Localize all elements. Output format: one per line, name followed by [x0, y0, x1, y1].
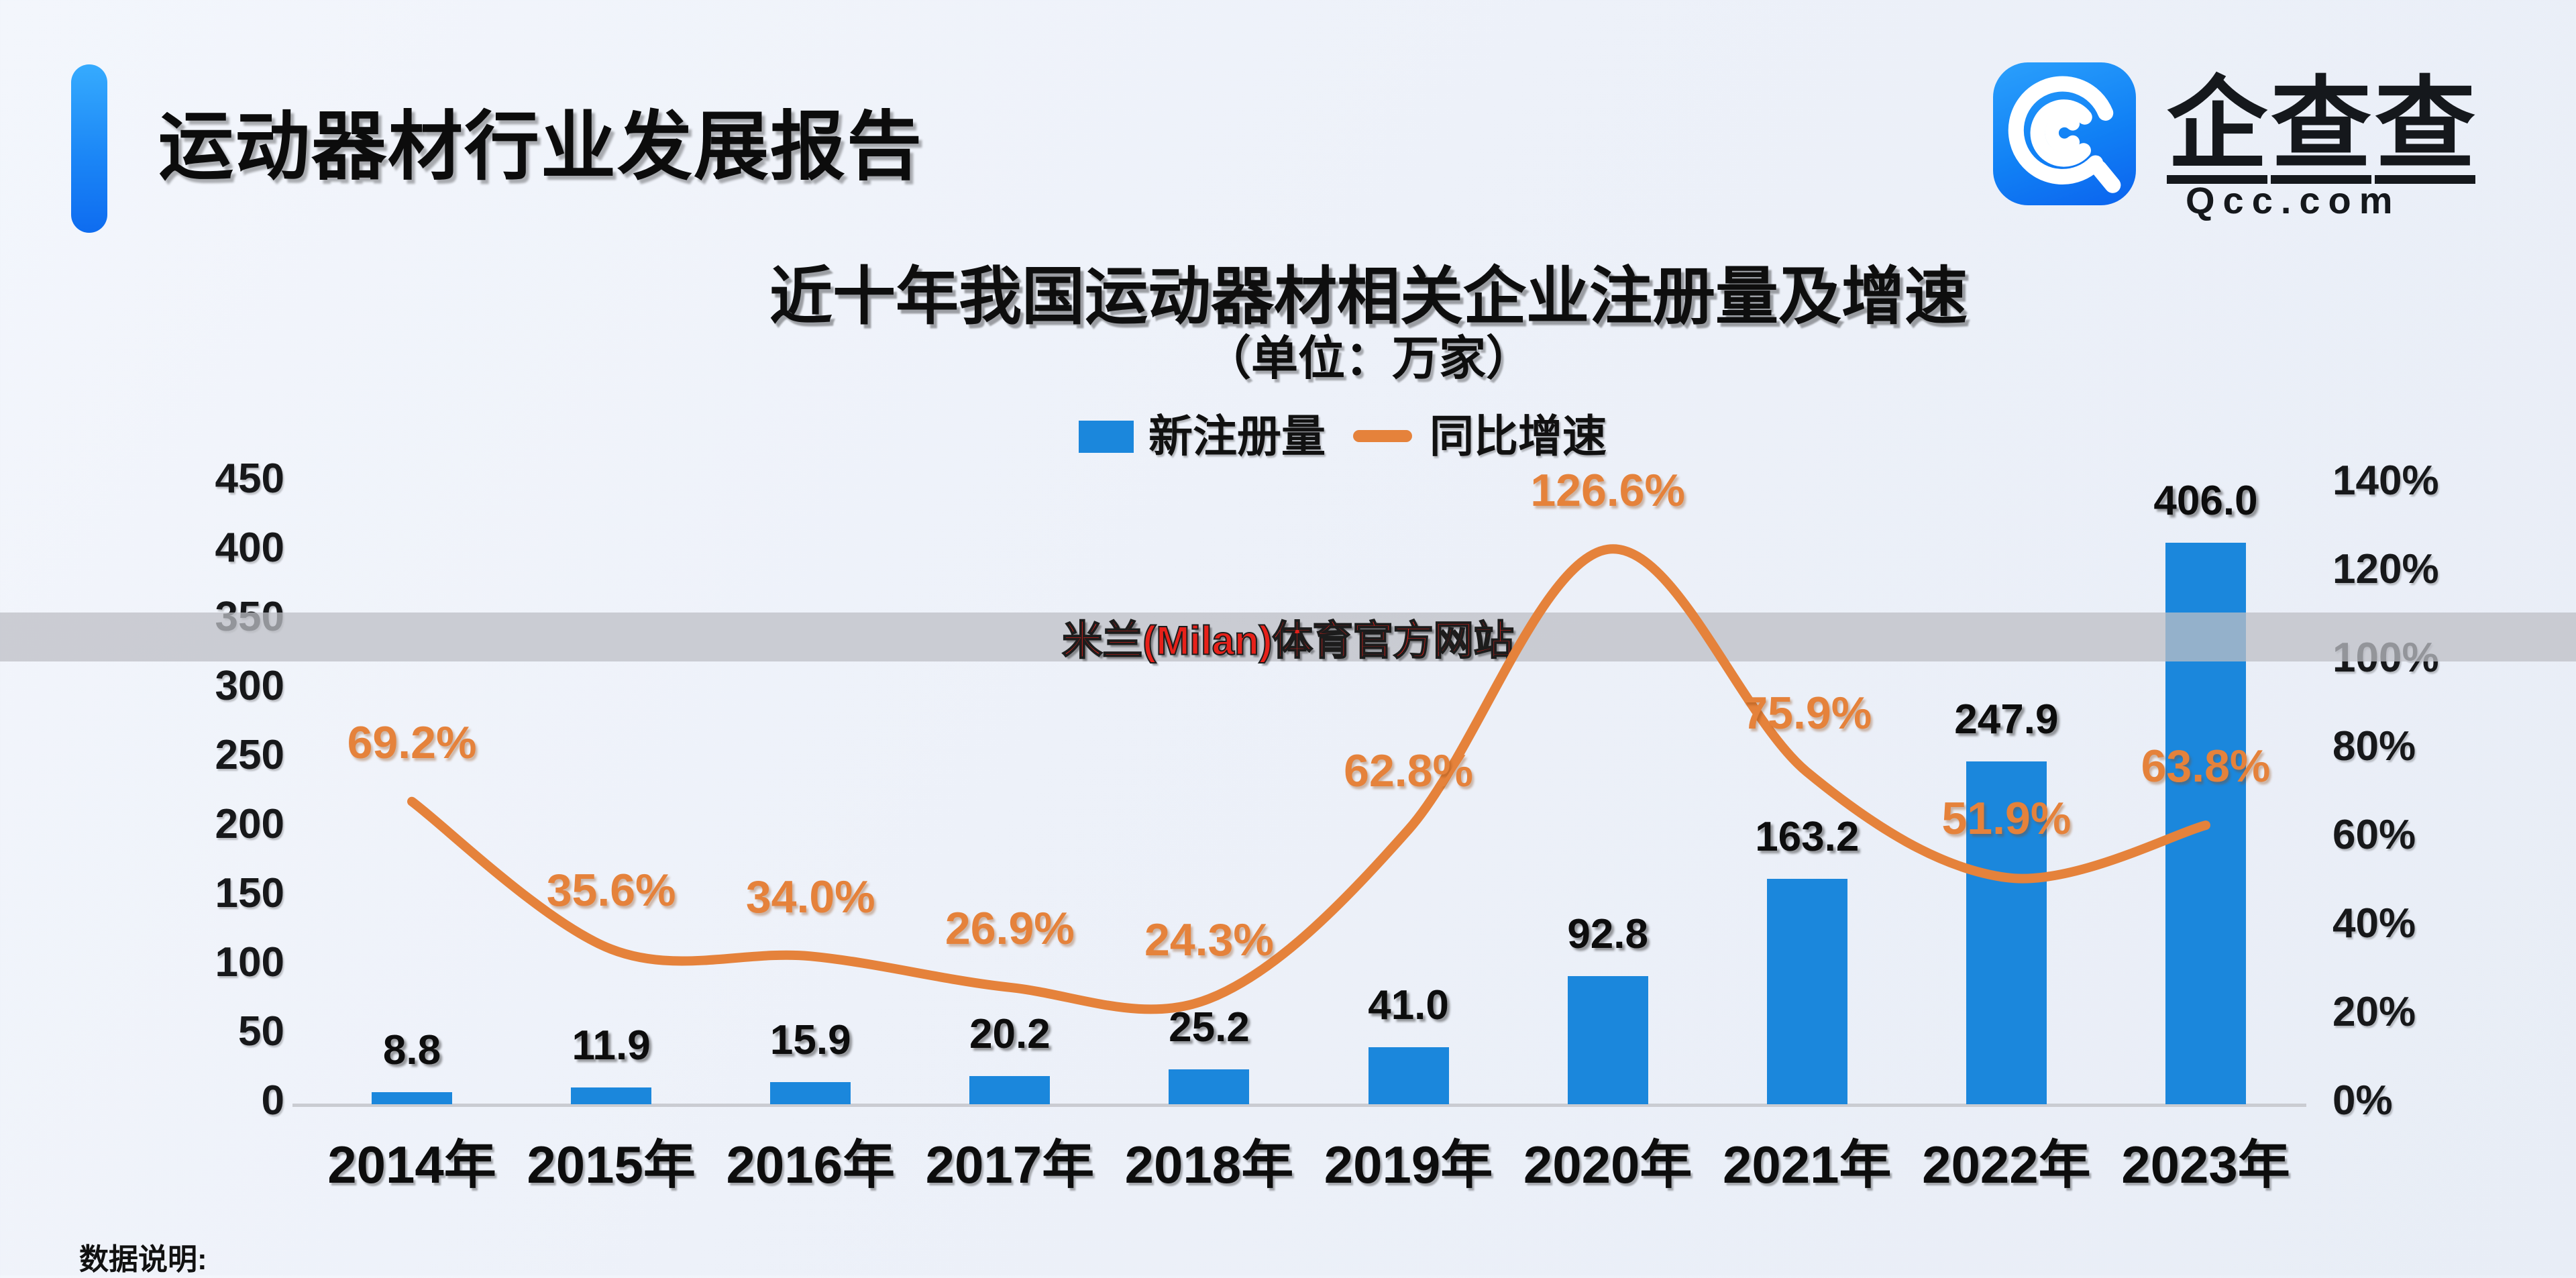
growth-pct-label: 62.8% — [1344, 745, 1473, 796]
growth-pct-label: 69.2% — [347, 716, 477, 768]
growth-pct-label: 75.9% — [1742, 687, 1872, 739]
y-axis-left-tick: 250 — [215, 731, 284, 778]
bar-value-label: 406.0 — [2153, 478, 2258, 525]
magnifier-middle-arc — [2030, 99, 2092, 167]
y-axis-right-tick: 0% — [2332, 1077, 2393, 1124]
qcc-domain-text: Qcc.com — [2186, 179, 2401, 221]
x-axis-label-2014年: 2014年 — [327, 1135, 496, 1194]
chart-title: 近十年我国运动器材相关企业注册量及增速 — [769, 261, 1968, 331]
page-title: 运动器材行业发展报告 — [158, 105, 923, 189]
bar-2019年 — [1368, 1047, 1449, 1104]
qcc-magnifier-icon — [2008, 76, 2121, 193]
growth-pct-label: 126.6% — [1530, 464, 1685, 516]
x-axis-label-2015年: 2015年 — [527, 1135, 696, 1194]
y-axis-right-tick: 60% — [2332, 812, 2416, 858]
legend-label-bars: 新注册量 — [1148, 411, 1326, 461]
watermark-text: 米兰(Milan)体育官方网站 — [1061, 618, 1514, 664]
growth-pct-label: 34.0% — [745, 871, 875, 923]
bar-2014年 — [372, 1091, 452, 1104]
y-axis-right-tick: 120% — [2332, 546, 2439, 592]
bar-2016年 — [770, 1082, 851, 1104]
bar-2015年 — [571, 1087, 652, 1104]
bar-value-label: 247.9 — [1954, 696, 2059, 743]
data-note-label: 数据说明: — [79, 1243, 207, 1276]
x-axis-label-2020年: 2020年 — [1523, 1135, 1693, 1194]
x-axis-label-2018年: 2018年 — [1124, 1135, 1294, 1194]
growth-pct-label: 35.6% — [546, 864, 676, 916]
bar-value-label: 92.8 — [1567, 910, 1648, 957]
y-axis-right-tick: 80% — [2332, 723, 2416, 769]
y-axis-right-tick: 20% — [2332, 989, 2416, 1035]
legend-line-swatch — [1353, 430, 1412, 442]
x-axis-line — [292, 1104, 2306, 1107]
y-axis-left-tick: 200 — [215, 800, 284, 847]
x-axis-label-2023年: 2023年 — [2121, 1135, 2290, 1194]
qcc-logo-square — [1993, 62, 2136, 205]
magnifier-inner-c — [2045, 113, 2080, 152]
bar-value-label: 15.9 — [769, 1017, 851, 1064]
qcc-logo-text: 企查查 — [2167, 66, 2479, 184]
bar-2021年 — [1766, 878, 1847, 1104]
bar-value-label: 25.2 — [1169, 1004, 1250, 1051]
y-axis-left-tick: 300 — [215, 662, 284, 709]
legend-label-line: 同比增速 — [1430, 411, 1607, 461]
growth-pct-label: 26.9% — [945, 902, 1075, 954]
y-axis-left-tick: 100 — [215, 939, 284, 986]
y-axis-left-tick: 150 — [215, 869, 284, 916]
logo-char: 查 — [2271, 73, 2372, 184]
logo-char: 查 — [2375, 73, 2476, 184]
bar-value-label: 41.0 — [1368, 982, 1449, 1029]
magnifier-handle — [2090, 160, 2121, 193]
magnifier-outer-arc — [2008, 76, 2114, 184]
chart-subtitle: （单位：万家） — [1204, 332, 1533, 384]
x-axis-label-2016年: 2016年 — [726, 1135, 895, 1194]
growth-pct-label: 63.8% — [2141, 741, 2271, 792]
y-axis-right-tick: 40% — [2332, 900, 2416, 947]
y-axis-left-tick: 0 — [261, 1077, 284, 1124]
bar-value-label: 163.2 — [1755, 813, 1860, 860]
legend-bar-swatch — [1079, 421, 1134, 453]
bar-value-label: 20.2 — [969, 1011, 1051, 1058]
x-axis-label-2022年: 2022年 — [1922, 1135, 2091, 1194]
x-axis-label-2021年: 2021年 — [1723, 1135, 1892, 1194]
bar-2017年 — [969, 1076, 1051, 1104]
logo-char: 企 — [2167, 73, 2268, 184]
y-axis-left-tick: 50 — [238, 1008, 284, 1055]
bar-2020年 — [1567, 975, 1648, 1104]
bar-value-label: 11.9 — [572, 1022, 651, 1069]
growth-pct-label: 24.3% — [1144, 914, 1274, 965]
x-axis-label-2019年: 2019年 — [1324, 1135, 1493, 1194]
header-accent-bar — [71, 64, 107, 233]
y-axis-left-tick: 400 — [215, 524, 284, 571]
bar-2018年 — [1169, 1069, 1250, 1104]
y-axis-left-tick: 450 — [215, 455, 284, 502]
y-axis-right-tick: 140% — [2332, 458, 2439, 504]
growth-pct-label: 51.9% — [1941, 793, 2072, 845]
bar-value-label: 8.8 — [382, 1026, 441, 1073]
x-axis-label-2017年: 2017年 — [925, 1135, 1095, 1194]
